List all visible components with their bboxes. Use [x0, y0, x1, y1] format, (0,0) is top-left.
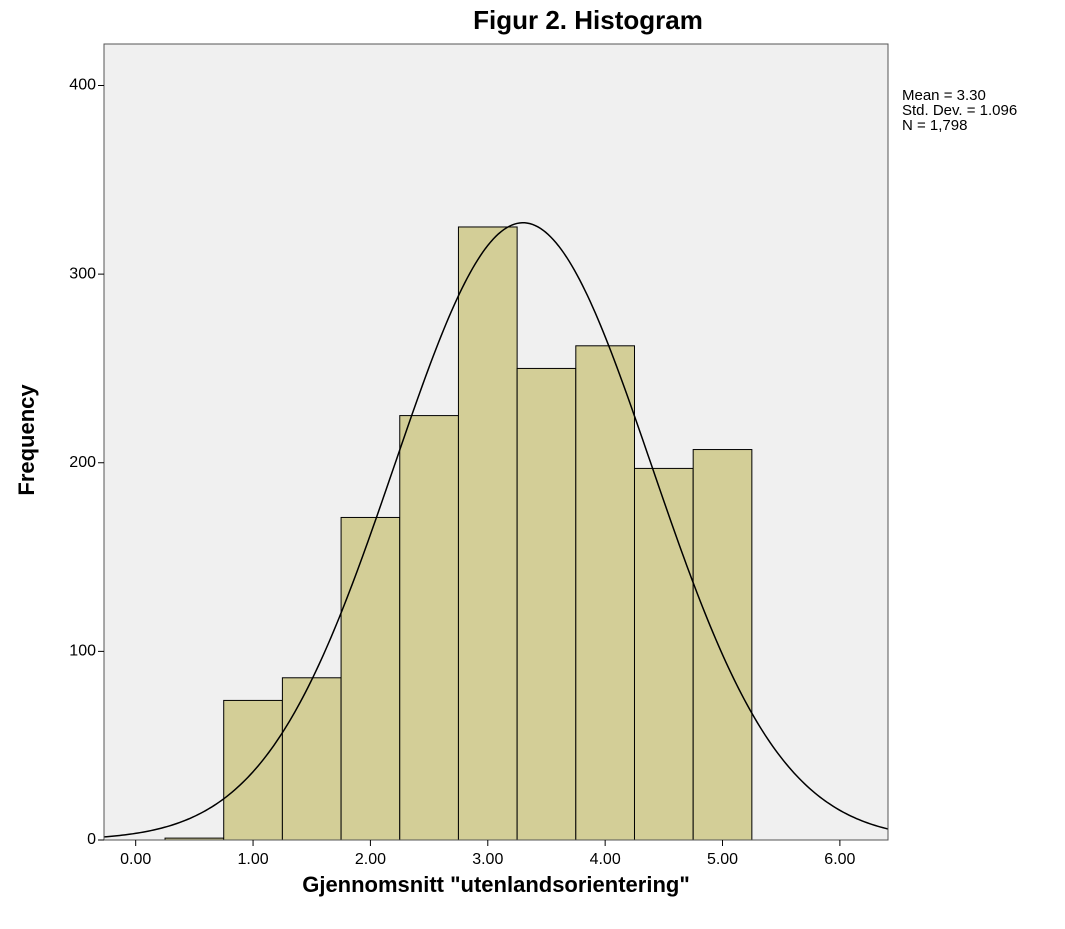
- bar: [516, 367, 577, 841]
- y-tick-label: 300: [69, 265, 96, 282]
- bar: [281, 677, 342, 841]
- bar: [223, 699, 283, 841]
- x-tick-label: 6.00: [824, 851, 855, 868]
- plot-frame: [103, 43, 889, 841]
- x-tick-label: 0.00: [120, 851, 151, 868]
- stat-annotation: Std. Dev. = 1.096: [902, 102, 1017, 119]
- bar: [633, 467, 694, 841]
- stat-annotation: N = 1,798: [902, 117, 967, 134]
- x-tick-label: 4.00: [590, 851, 621, 868]
- bar: [692, 449, 753, 841]
- y-tick-label: 400: [69, 77, 96, 94]
- bar: [457, 226, 518, 841]
- chart-title: Figur 2. Histogram: [473, 5, 703, 35]
- stat-annotation: Mean = 3.30: [902, 87, 986, 104]
- x-tick-label: 2.00: [355, 851, 386, 868]
- bar: [399, 415, 459, 841]
- x-tick-label: 3.00: [472, 851, 503, 868]
- y-tick-label: 200: [69, 454, 96, 471]
- bar: [340, 516, 401, 841]
- bar: [575, 345, 635, 841]
- x-tick-label: 1.00: [237, 851, 268, 868]
- x-tick-label: 5.00: [707, 851, 738, 868]
- x-axis-label: Gjennomsnitt "utenlandsorientering": [302, 872, 690, 897]
- y-tick-label: 100: [69, 643, 96, 660]
- y-tick-label: 0: [87, 831, 96, 848]
- normal-curve: [103, 222, 889, 838]
- y-axis-label: Frequency: [14, 384, 39, 496]
